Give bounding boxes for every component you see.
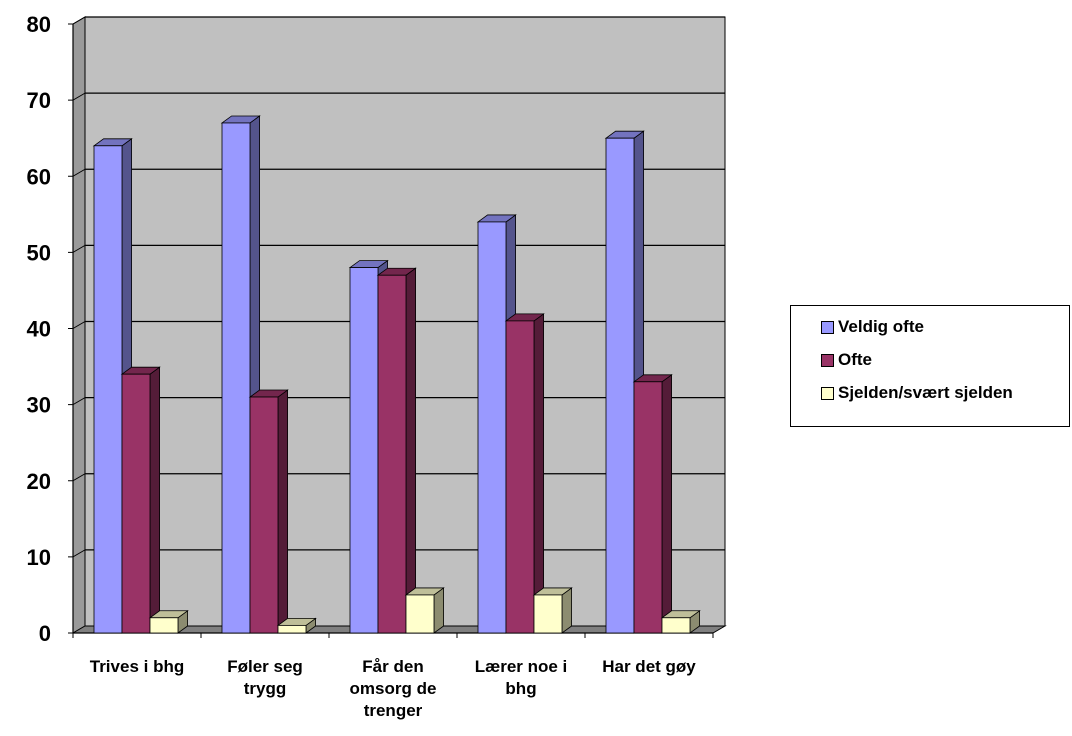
y-tick-label: 30 [27,393,51,418]
legend-label: Sjelden/svært sjelden [838,383,1013,402]
x-category-label-line: Lærer noe i [475,657,568,676]
bar [477,221,507,634]
legend-swatch [821,320,834,334]
bar-side [661,374,672,634]
bar [605,137,635,634]
bar-side [405,267,417,634]
gridline-side [72,473,86,482]
bar [633,381,663,634]
x-category-label-line: Har det gøy [602,657,696,676]
y-tick-label: 50 [27,240,51,265]
bar [533,594,563,634]
bar [349,267,379,634]
y-tick-label: 10 [27,545,51,570]
bar [505,320,535,634]
bar [661,617,691,634]
bar [121,373,151,634]
x-category-label-line: Føler seg [227,657,303,676]
gridline-side [72,244,86,253]
y-tick-label: 20 [27,469,51,494]
bar [93,145,123,634]
gridline-side [72,549,86,558]
x-category-label-line: trygg [244,679,287,698]
bar-side [561,587,572,634]
legend-item: Ofte [821,350,872,370]
gridline-side [72,16,86,25]
legend-item: Sjelden/svært sjelden [821,383,1013,403]
x-category-label: Lærer noe i bhg [475,657,568,698]
bar [377,274,407,634]
legend-label: Ofte [838,350,872,369]
x-category-label: Trives i bhg [90,657,184,676]
x-category-label: Får den omsorg de trenger [350,657,437,720]
y-tick-label: 70 [27,88,51,113]
bar [405,594,435,634]
y-tick-label: 60 [27,164,51,189]
x-category-label-line: omsorg de [350,679,437,698]
y-tick-label: 80 [27,12,51,37]
x-category-label: Har det gøy [602,657,696,676]
gridline-side [72,92,86,101]
chart-legend: Veldig ofte Ofte Sjelden/svært sjelden [790,305,1070,427]
x-category-label-line: Trives i bhg [90,657,184,676]
x-category-label: Føler seg trygg [227,657,303,698]
legend-swatch [821,386,834,400]
bar [249,396,279,634]
bar [221,122,251,634]
bar [149,617,179,634]
y-tick-label: 40 [27,317,51,342]
bar-side [277,389,289,634]
gridline-side [72,321,86,329]
legend-item: Veldig ofte [821,317,924,337]
bar-side [533,313,544,634]
legend-label: Veldig ofte [838,317,924,336]
x-category-label-line: trenger [364,701,423,720]
bar-side [149,366,161,634]
x-category-label-line: Får den [362,657,423,676]
gridline-side [72,168,86,177]
x-category-label-line: bhg [505,679,536,698]
y-tick-label: 0 [39,621,51,646]
bar [277,624,307,634]
bar-side [433,587,445,634]
gridline-side [72,397,86,406]
legend-swatch [821,353,834,367]
